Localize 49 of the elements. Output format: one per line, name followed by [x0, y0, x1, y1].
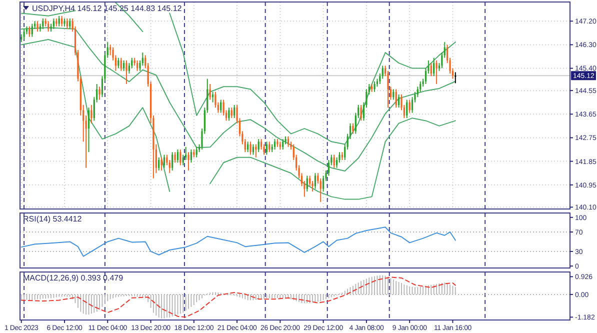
- chart-title: RSI(14) 53.4412: [23, 214, 82, 224]
- candlestick: [160, 156, 162, 171]
- candlestick: [42, 18, 44, 30]
- candlestick: [196, 146, 198, 158]
- candlestick: [454, 72, 456, 84]
- candlestick: [314, 172, 316, 190]
- candlestick: [287, 136, 290, 148]
- candlestick: [188, 152, 190, 171]
- candlestick: [398, 94, 400, 108]
- candlestick: [158, 156, 160, 171]
- line-series: [210, 118, 456, 200]
- candlestick: [172, 152, 174, 171]
- candlestick: [52, 18, 55, 30]
- candlestick: [90, 104, 92, 124]
- candlestick: [126, 60, 128, 85]
- line-series: [20, 276, 456, 318]
- candlestick: [360, 104, 362, 122]
- candlestick: [23, 28, 25, 40]
- candlestick: [120, 57, 122, 72]
- candlestick: [274, 138, 276, 150]
- candlestick: [282, 138, 284, 150]
- candlestick: [258, 138, 260, 153]
- candlestick: [122, 60, 125, 72]
- candlestick: [36, 20, 38, 32]
- candlestick: [306, 175, 308, 192]
- candlestick: [430, 62, 432, 77]
- candlestick: [176, 149, 179, 164]
- candlestick: [98, 86, 100, 100]
- candlestick: [374, 80, 376, 92]
- line-series: [169, 12, 456, 145]
- candlestick: [250, 141, 252, 156]
- candlestick: [190, 149, 192, 164]
- candlestick: [48, 20, 50, 32]
- candlestick: [180, 149, 182, 166]
- candlestick: [69, 18, 71, 30]
- candlestick: [66, 18, 68, 30]
- candlestick: [436, 60, 438, 85]
- candlestick: [234, 104, 236, 119]
- candlestick: [406, 99, 408, 119]
- candlestick: [174, 152, 176, 164]
- candlestick: [88, 107, 90, 153]
- candlestick: [228, 107, 230, 122]
- chart-title: MACD(12,26,9) 0.393 0.479: [23, 274, 124, 282]
- candlestick: [352, 122, 354, 134]
- candlestick: [136, 60, 138, 72]
- candlestick: [395, 88, 397, 108]
- candlestick: [433, 57, 435, 77]
- line-series: [20, 226, 456, 257]
- candlestick: [230, 107, 232, 119]
